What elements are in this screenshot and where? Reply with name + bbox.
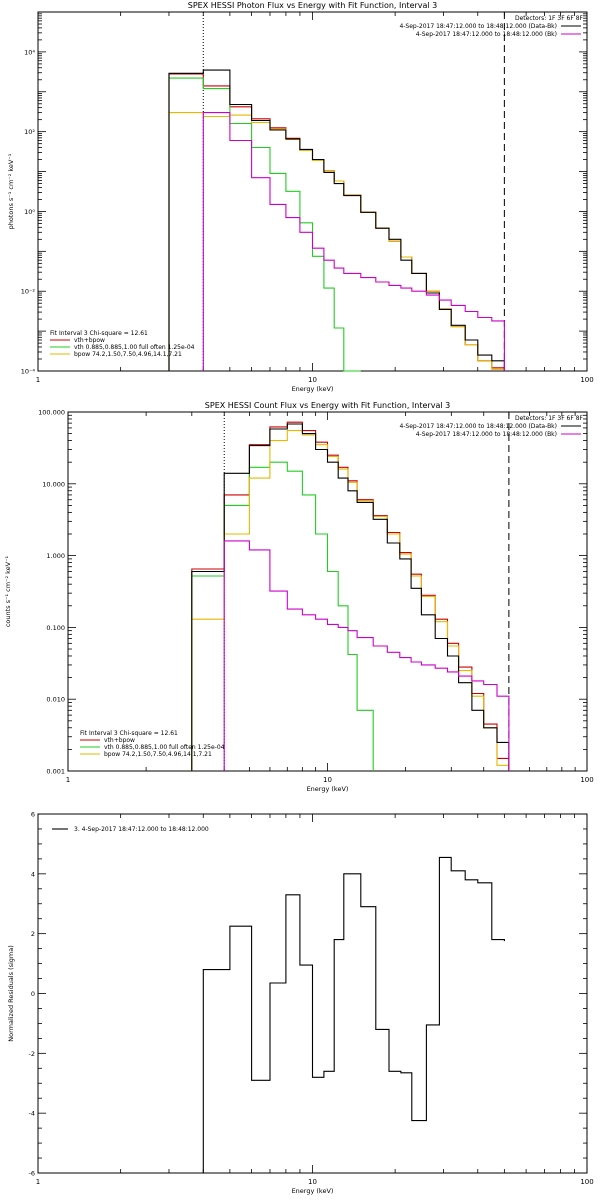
series-data-line (168, 69, 505, 371)
series-data-line (191, 423, 510, 771)
legend-label-vth: vth 0.885,0.885,1.00 full often 1.25e-04 (74, 344, 195, 351)
chart-panel-3 (37, 813, 588, 1174)
detectors-label: Detectors: 1F 3F 6F 8F (515, 415, 584, 422)
y-tick-label: 4 (31, 870, 35, 878)
legend-label-bk: 4-Sep-2017 18:47:12.000 to 18:48:12.000 … (416, 431, 557, 438)
x-tick-label: 100 (580, 1178, 593, 1186)
chart-panel-2 (67, 411, 588, 772)
legend-label-model: vth+bpow (74, 337, 105, 344)
legend-label-data: 4-Sep-2017 18:47:12.000 to 18:48:12.000 … (399, 423, 557, 430)
y-tick-label: 10⁻⁴ (21, 368, 36, 376)
y-tick-label: 2 (31, 930, 35, 938)
x-tick-label: 100 (580, 776, 593, 784)
legend-label-vth: vth 0.885,0.885,1.00 full often 1.25e-04 (104, 744, 225, 751)
x-axis-label: Energy (keV) (292, 385, 334, 393)
y-tick-label: 0.001 (46, 768, 65, 776)
y-tick-label: 10.000 (42, 480, 65, 488)
series-model-line (191, 421, 510, 771)
legend-label-bpow: bpow 74.2,1.50,7.50,4.96,14.1,7.21 (74, 351, 182, 358)
legend-label-data: 4-Sep-2017 18:47:12.000 to 18:48:12.000 … (399, 23, 557, 30)
y-tick-label: 0.100 (46, 624, 65, 632)
x-tick-label: 1 (66, 776, 70, 784)
legend-label-bk: 4-Sep-2017 18:47:12.000 to 18:48:12.000 … (416, 31, 557, 38)
x-tick-label: 1 (36, 1178, 40, 1186)
y-tick-label: 10⁻² (21, 288, 36, 296)
series-vth-line (168, 77, 361, 372)
y-tick-label: 10⁰ (24, 208, 35, 216)
fit-interval-label: Fit Interval 3 Chi-square = 12.61 (80, 730, 178, 737)
chart-title: SPEX HESSI Photon Flux vs Energy with Fi… (188, 1, 438, 10)
y-tick-label: 1.000 (46, 552, 65, 560)
y-axis-label: counts s⁻¹ cm⁻² keV⁻¹ (4, 555, 12, 627)
y-tick-label: 0.010 (46, 696, 65, 704)
y-tick-label: 10⁴ (24, 48, 35, 56)
x-tick-label: 10 (323, 776, 332, 784)
x-tick-label: 100 (580, 376, 593, 384)
x-axis-label: Energy (keV) (307, 785, 349, 793)
y-tick-label: -4 (29, 1110, 35, 1118)
y-tick-label: 10² (24, 128, 35, 136)
y-tick-label: -2 (29, 1050, 35, 1058)
x-tick-label: 10 (308, 376, 317, 384)
fit-interval-label: Fit Interval 3 Chi-square = 12.61 (50, 330, 148, 337)
series-bpow-line (191, 430, 510, 771)
x-tick-label: 10 (308, 1178, 317, 1186)
series-vth-line (191, 461, 374, 771)
legend-label-data: 3. 4-Sep-2017 18:47:12.000 to 18:48:12.0… (74, 826, 209, 833)
y-axis-label: Normalized Residuals (sigma) (7, 945, 15, 1042)
series-bk-line (223, 540, 510, 771)
y-tick-label: 6 (31, 811, 35, 819)
legend-label-bpow: bpow 74.2,1.50,7.50,4.96,14.1,7.21 (104, 751, 212, 758)
chart-title: SPEX HESSI Count Flux vs Energy with Fit… (205, 401, 450, 410)
series-bk-line (202, 112, 505, 371)
detectors-label: Detectors: 1F 3F 6F 8F (515, 15, 584, 22)
x-axis-label: Energy (keV) (292, 1187, 334, 1195)
series-bpow-line (168, 112, 505, 371)
y-tick-label: 0 (31, 990, 35, 998)
chart-panel-1 (37, 11, 588, 372)
y-tick-label: -6 (29, 1170, 35, 1178)
legend-label-model: vth+bpow (104, 737, 135, 744)
x-tick-label: 1 (36, 376, 40, 384)
y-tick-label: 100.000 (38, 409, 65, 417)
series-data-line (202, 856, 505, 1173)
y-axis-label: photons s⁻¹ cm⁻² keV⁻¹ (7, 153, 15, 229)
